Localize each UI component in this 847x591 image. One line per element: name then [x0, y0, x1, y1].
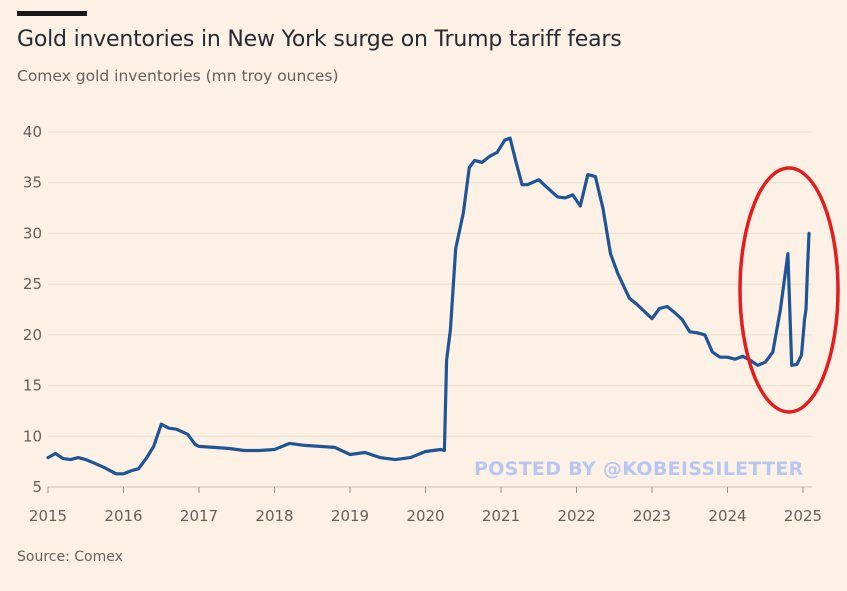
chart-subtitle: Comex gold inventories (mn troy ounces) — [17, 67, 339, 85]
y-tick-label: 20 — [23, 326, 42, 344]
y-tick-label: 30 — [23, 224, 42, 242]
highlight-ellipse — [738, 166, 840, 414]
source-note: Source: Comex — [17, 549, 123, 565]
y-tick-label: 40 — [23, 123, 42, 141]
watermark: POSTED BY @KOBEISSILETTER — [474, 458, 804, 480]
x-tick-label: 2019 — [331, 507, 369, 525]
x-tick-label: 2016 — [104, 507, 142, 525]
x-tick-label: 2023 — [633, 507, 671, 525]
x-tick-label: 2015 — [29, 507, 67, 525]
y-tick-label: 25 — [23, 275, 42, 293]
x-tick-label: 2018 — [255, 507, 293, 525]
x-tick-label: 2024 — [708, 507, 746, 525]
y-tick-label: 5 — [32, 478, 42, 496]
x-tick-label: 2022 — [557, 507, 595, 525]
x-tick-label: 2020 — [406, 507, 444, 525]
brand-bar — [17, 11, 87, 16]
series-line — [46, 136, 811, 476]
y-tick-label: 10 — [23, 427, 42, 445]
y-tick-label: 15 — [23, 377, 42, 395]
x-tick-label: 2025 — [784, 507, 822, 525]
y-tick-label: 35 — [23, 174, 42, 192]
x-tick-label: 2017 — [180, 507, 218, 525]
x-tick-label: 2021 — [482, 507, 520, 525]
chart-title: Gold inventories in New York surge on Tr… — [17, 27, 622, 52]
